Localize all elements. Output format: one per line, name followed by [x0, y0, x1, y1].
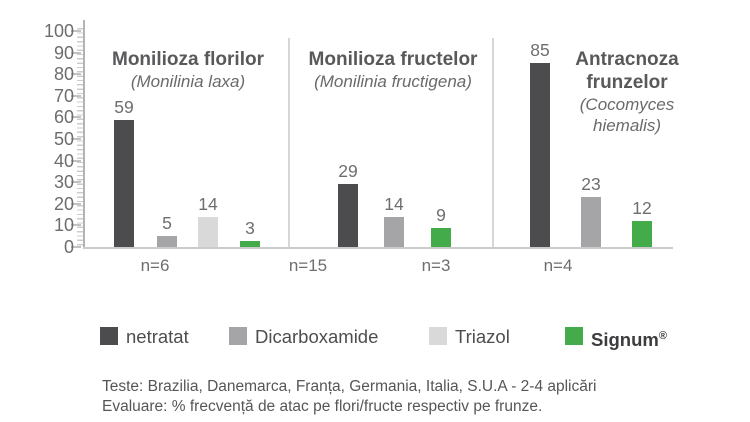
bar [431, 227, 451, 247]
y-tick-label: 20 [53, 193, 74, 214]
legend: netratat Dicarboxamide Triazol Signum® [0, 290, 750, 360]
bar-value-label: 9 [436, 204, 446, 225]
bar [198, 216, 218, 247]
group-subtitle: (Monilinia laxa) [130, 72, 246, 91]
legend-label: Dicarboxamide [255, 326, 379, 347]
bar [632, 221, 652, 247]
y-major-tick [71, 202, 81, 205]
bar-value-label: 14 [198, 193, 218, 214]
y-tick-label: 90 [53, 42, 74, 63]
group-separator [288, 38, 290, 247]
registered-trademark-symbol: ® [658, 330, 667, 342]
n-label: n=3 [421, 256, 451, 275]
n-label: n=15 [288, 256, 328, 275]
y-major-tick [71, 159, 81, 162]
y-tick-label: 50 [53, 129, 74, 149]
group-title-block: Monilioza florilor (Monilinia laxa) [91, 48, 286, 92]
y-tick-label: 100 [43, 21, 74, 41]
bar-value-label: 85 [530, 40, 550, 61]
legend-swatch [100, 327, 118, 345]
legend-swatch [429, 327, 447, 345]
y-tick-label: 70 [53, 85, 74, 106]
y-major-tick [71, 51, 81, 54]
bar-value-label: 14 [384, 193, 404, 214]
y-major-tick [71, 73, 81, 76]
legend-label: Triazol [455, 326, 510, 347]
bar-value-label: 12 [632, 198, 652, 219]
y-major-tick [71, 94, 81, 97]
bar [338, 184, 358, 247]
group-subtitle: (Monilinia fructigena) [314, 72, 472, 91]
group-title: Monilioza fructelor [308, 49, 478, 70]
y-tick-label: 40 [53, 150, 74, 171]
n-label: n=6 [140, 256, 170, 275]
legend-label: netratat [126, 326, 189, 347]
bar [114, 119, 134, 247]
y-axis [83, 20, 85, 249]
group-subtitle: (Cocomyces hiemalis) [579, 95, 675, 135]
y-tick-label: 60 [53, 107, 74, 128]
y-tick-label: 10 [53, 215, 74, 236]
legend-label: Signum® [591, 329, 667, 351]
y-major-tick [71, 181, 81, 184]
bar-value-label: 59 [114, 96, 134, 117]
bar [157, 236, 177, 247]
y-minor-ticks [77, 28, 83, 247]
group-title: Antracnoza frunzelor [575, 49, 679, 93]
bar-value-label: 5 [162, 213, 172, 234]
y-major-tick [71, 116, 81, 119]
legend-swatch [565, 327, 583, 345]
y-tick-label: 80 [53, 64, 74, 85]
y-major-tick [71, 246, 81, 248]
bar-value-label: 29 [338, 161, 358, 182]
n-label: n=4 [543, 256, 573, 275]
x-axis [83, 247, 673, 249]
group-separator [492, 38, 494, 247]
y-tick-label: 0 [63, 237, 74, 257]
bar [240, 240, 260, 247]
y-major-tick [71, 138, 81, 140]
footnote-evaluation: Evaluare: % frecvență de atac pe flori/f… [102, 398, 543, 415]
bar [581, 197, 601, 247]
bar [384, 216, 404, 247]
y-major-tick [71, 224, 81, 227]
bar [530, 63, 550, 247]
footnote-tests: Teste: Brazilia, Danemarca, Franța, Germ… [102, 378, 597, 395]
y-major-tick [71, 30, 81, 32]
bar-value-label: 23 [581, 174, 601, 195]
y-tick-label: 30 [53, 172, 74, 193]
plot-area: 100 90 80 70 60 50 40 30 20 10 0 Monilioza florilor… [43, 20, 697, 275]
bar-value-label: 3 [245, 217, 255, 238]
group-title-block: Monilioza fructelor (Monilinia fructigena… [283, 48, 503, 92]
legend-swatch [229, 327, 247, 345]
group-title: Monilioza florilor [112, 49, 264, 70]
group-title-block: Antracnoza frunzelor (Cocomyces hiemalis) [557, 48, 697, 136]
